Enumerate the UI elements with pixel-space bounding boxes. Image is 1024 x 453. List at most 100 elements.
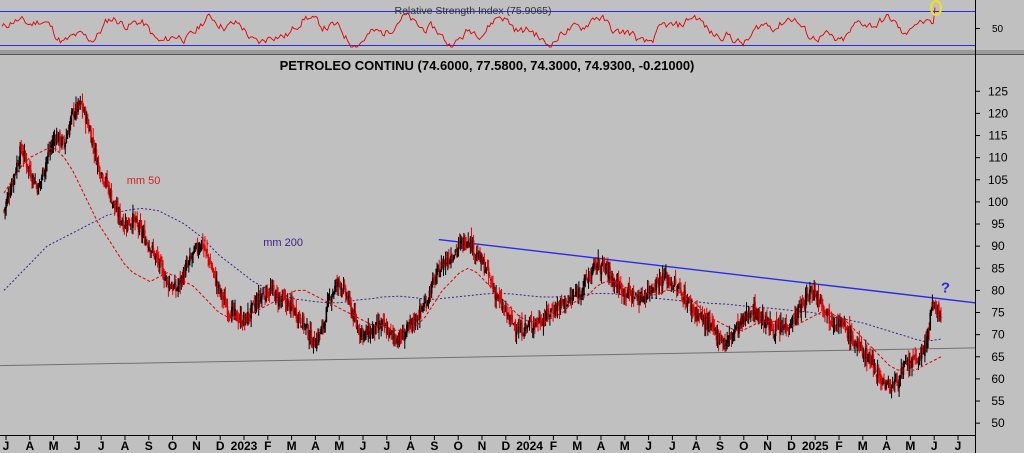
candle	[557, 301, 560, 306]
candle	[898, 375, 900, 397]
candle	[167, 275, 170, 297]
price-panel: PETROLEO CONTINU (74.6000, 77.5800, 74.3…	[0, 58, 976, 399]
candle	[108, 181, 111, 199]
candle	[339, 281, 342, 297]
candle	[732, 329, 735, 342]
candle	[33, 176, 35, 185]
candle	[161, 256, 163, 276]
candle	[831, 313, 834, 328]
candle	[470, 227, 473, 254]
candle	[439, 269, 442, 278]
candle	[756, 308, 759, 322]
y-tick-label: 85	[991, 261, 1005, 275]
x-tick-label: A	[311, 439, 320, 453]
candle	[688, 296, 691, 304]
y-tick-label: 80	[991, 283, 1005, 297]
candle	[236, 309, 238, 322]
candle	[642, 295, 645, 303]
candle	[717, 329, 720, 352]
candle	[220, 288, 222, 300]
candle	[662, 268, 665, 284]
candle	[687, 297, 690, 304]
candle	[154, 253, 157, 266]
candle	[770, 318, 773, 332]
candle	[46, 156, 48, 172]
candle	[867, 353, 869, 363]
candle	[622, 288, 624, 297]
candle	[419, 298, 421, 329]
candle	[121, 217, 123, 226]
candle	[508, 306, 510, 325]
candle	[226, 298, 229, 322]
panel-separator	[0, 50, 1024, 54]
candle	[932, 300, 935, 311]
candle	[308, 329, 310, 350]
candle	[271, 279, 274, 296]
candle	[417, 309, 420, 320]
candle	[678, 282, 680, 290]
candle	[392, 324, 394, 345]
candle	[709, 309, 711, 334]
candle	[654, 279, 656, 293]
candle	[90, 125, 92, 143]
candle	[568, 296, 571, 304]
candle	[294, 307, 297, 316]
candle	[50, 139, 53, 155]
candle	[221, 289, 223, 308]
candle	[607, 257, 609, 283]
candle	[782, 317, 784, 336]
candle	[905, 354, 908, 366]
candle	[657, 278, 660, 295]
candle	[809, 281, 811, 305]
candle	[194, 242, 197, 252]
candle	[871, 350, 874, 366]
candle	[345, 292, 348, 301]
candle	[920, 343, 923, 366]
candle	[366, 325, 368, 335]
candle	[246, 312, 248, 324]
candle	[193, 245, 195, 254]
candle	[343, 279, 346, 290]
candle	[615, 273, 618, 294]
price-title: PETROLEO CONTINU (74.6000, 77.5800, 74.3…	[280, 58, 695, 73]
candle	[252, 300, 255, 305]
candle	[445, 251, 448, 267]
candle	[449, 258, 451, 265]
candle	[406, 320, 408, 338]
candle	[645, 292, 648, 303]
candle	[292, 296, 294, 318]
candle	[177, 278, 179, 298]
candle	[680, 282, 682, 296]
candle	[711, 313, 713, 332]
candle	[776, 319, 779, 330]
candle	[751, 309, 753, 315]
candle	[795, 306, 797, 326]
candle	[301, 312, 304, 330]
candle	[757, 308, 760, 325]
candle	[206, 239, 208, 257]
candle	[630, 289, 633, 308]
candle	[506, 305, 508, 323]
candle	[270, 279, 273, 294]
candle	[85, 111, 88, 125]
candle	[464, 234, 466, 251]
candle	[890, 384, 893, 399]
candle	[747, 305, 750, 324]
candle	[752, 303, 754, 321]
candle	[310, 322, 313, 348]
candle	[740, 313, 742, 329]
candle	[595, 256, 597, 275]
candle	[423, 295, 425, 312]
candle	[453, 254, 456, 260]
candle	[401, 324, 404, 340]
x-tick-label: S	[716, 439, 724, 453]
candle	[911, 356, 913, 377]
y-tick-label: 65	[991, 350, 1005, 364]
candle	[140, 220, 143, 243]
candle	[655, 277, 658, 299]
candle	[566, 304, 568, 307]
x-tick-label: N	[763, 439, 772, 453]
candle	[623, 288, 625, 305]
candle	[610, 270, 612, 287]
candle	[351, 307, 353, 319]
